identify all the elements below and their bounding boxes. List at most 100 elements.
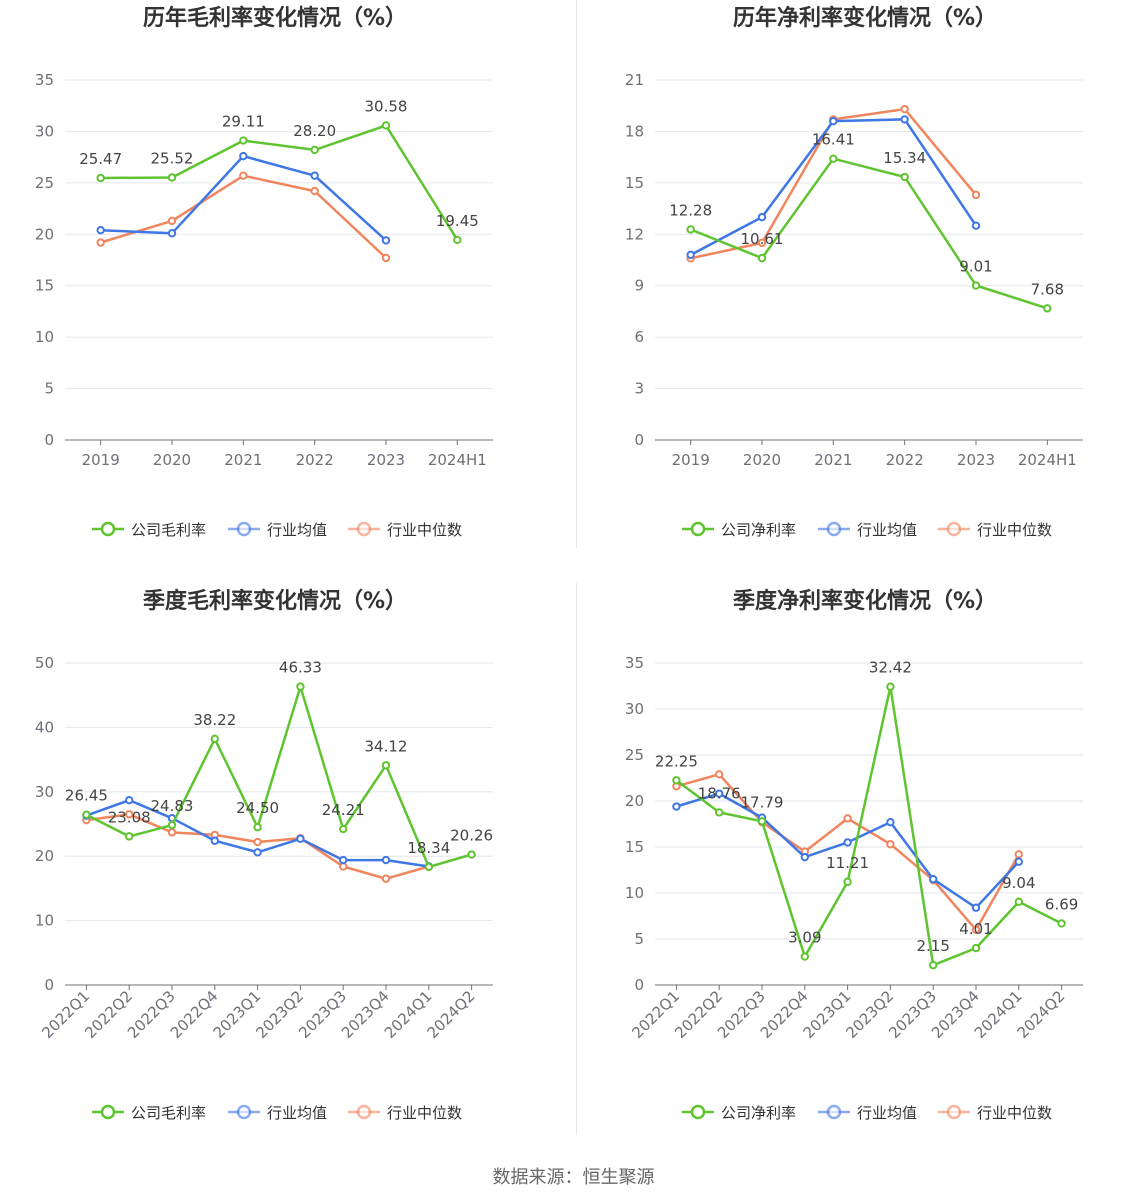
data-label: 24.83 bbox=[151, 797, 194, 815]
data-point-company bbox=[310, 145, 319, 155]
legend-label: 公司毛利率 bbox=[131, 1104, 206, 1122]
data-label: 26.45 bbox=[65, 787, 108, 805]
y-tick-label: 35 bbox=[625, 654, 644, 672]
quarterly-net-margin-chart: 季度净利率变化情况（%） 0 5 10 15 20 25 30 35 2022Q1 2022Q2 20… bbox=[590, 583, 1147, 1143]
y-tick-label: 10 bbox=[625, 884, 644, 902]
data-point-company bbox=[800, 952, 810, 961]
data-point-company bbox=[210, 734, 220, 744]
data-label: 19.45 bbox=[436, 212, 479, 230]
data-point-avg bbox=[971, 221, 981, 230]
y-tick-label: 25 bbox=[35, 174, 54, 192]
data-point-avg bbox=[929, 875, 938, 884]
x-tick-label: 2024Q2 bbox=[1014, 987, 1069, 1042]
data-point-avg bbox=[239, 151, 248, 161]
data-point-avg bbox=[167, 229, 177, 238]
data-label: 11.21 bbox=[826, 854, 869, 872]
legend-label: 行业均值 bbox=[267, 521, 327, 539]
divider-top bbox=[576, 0, 577, 548]
y-tick-label: 50 bbox=[35, 654, 54, 672]
source-note: 数据来源：恒生聚源 bbox=[492, 1167, 655, 1188]
series-line-company bbox=[690, 157, 1048, 310]
x-tick-label: 2021 bbox=[224, 451, 262, 469]
data-point-company bbox=[1057, 919, 1066, 928]
data-point-avg bbox=[339, 855, 348, 865]
chart-title: 季度毛利率变化情况（%） bbox=[143, 588, 407, 614]
legend-item-median[interactable]: 行业中位数 bbox=[348, 521, 462, 539]
data-point-company bbox=[239, 136, 248, 145]
legend-marker bbox=[946, 521, 962, 537]
data-label: 25.52 bbox=[151, 150, 194, 168]
x-tick-label: 2022 bbox=[886, 451, 924, 469]
x-tick-label: 2019 bbox=[672, 451, 710, 469]
data-point-median bbox=[1014, 850, 1023, 859]
data-point-avg bbox=[253, 848, 262, 857]
legend-item-median[interactable]: 行业中位数 bbox=[938, 1104, 1052, 1122]
chart-svg: 季度净利率变化情况（%）051015202530352022Q12022Q220… bbox=[625, 588, 1083, 1122]
data-point-company bbox=[971, 281, 981, 290]
legend-item-company[interactable]: 公司净利率 bbox=[682, 521, 796, 539]
legend-item-avg[interactable]: 行业均值 bbox=[228, 1104, 327, 1122]
legend-item-median[interactable]: 行业中位数 bbox=[938, 521, 1052, 539]
data-point-company bbox=[971, 943, 981, 953]
legend-item-company[interactable]: 公司毛利率 bbox=[92, 521, 206, 539]
y-tick-label: 9 bbox=[634, 277, 644, 295]
data-point-median bbox=[125, 810, 134, 819]
legend-item-company[interactable]: 公司毛利率 bbox=[92, 1104, 206, 1122]
data-label: 3.09 bbox=[788, 929, 821, 947]
legend-label: 行业中位数 bbox=[387, 1104, 462, 1122]
data-point-avg bbox=[686, 250, 695, 260]
data-point-company bbox=[686, 225, 695, 234]
y-tick-label: 25 bbox=[625, 746, 644, 764]
x-tick-label: 2020 bbox=[743, 451, 781, 469]
data-point-median bbox=[96, 238, 105, 247]
data-label: 29.11 bbox=[222, 113, 265, 131]
data-point-avg bbox=[381, 855, 391, 865]
series-line-median bbox=[100, 174, 387, 259]
y-tick-label: 30 bbox=[625, 700, 644, 718]
x-tick-label: 2024H1 bbox=[1018, 451, 1077, 469]
legend-marker bbox=[946, 1104, 962, 1120]
x-tick-label: 2019 bbox=[82, 451, 120, 469]
data-point-median bbox=[757, 238, 767, 248]
data-point-avg bbox=[715, 789, 724, 798]
quarterly-gross-margin-chart: 季度毛利率变化情况（%） 0 10 20 30 40 50 2022Q1 2022Q2 2022Q… bbox=[0, 583, 560, 1143]
data-label: 10.61 bbox=[741, 230, 784, 248]
data-point-median bbox=[715, 770, 724, 779]
annual-gross-margin-chart: 历年毛利率变化情况（%） 0 5 10 15 20 25 30 35 2019 2020 2021 20… bbox=[0, 0, 560, 560]
data-point-median bbox=[381, 253, 391, 263]
data-point-avg bbox=[1014, 857, 1023, 866]
data-point-company bbox=[672, 776, 681, 785]
data-label: 4.01 bbox=[959, 920, 992, 938]
legend-item-avg[interactable]: 行业均值 bbox=[228, 521, 327, 539]
data-point-avg bbox=[800, 852, 810, 862]
x-tick-label: 2022 bbox=[296, 451, 334, 469]
legend-label: 行业中位数 bbox=[387, 521, 462, 539]
legend-item-median[interactable]: 行业中位数 bbox=[348, 1104, 462, 1122]
data-point-median bbox=[900, 104, 909, 114]
data-point-company bbox=[1014, 897, 1023, 907]
y-tick-label: 15 bbox=[35, 277, 54, 295]
data-point-company bbox=[296, 682, 305, 691]
data-point-avg bbox=[886, 817, 895, 827]
legend-item-avg[interactable]: 行业均值 bbox=[818, 521, 917, 539]
data-label: 18.76 bbox=[698, 784, 741, 802]
legend-item-company[interactable]: 公司净利率 bbox=[682, 1104, 796, 1122]
legend-item-avg[interactable]: 行业均值 bbox=[818, 1104, 917, 1122]
data-point-median bbox=[971, 925, 981, 934]
data-point-company bbox=[96, 173, 105, 183]
y-tick-label: 0 bbox=[634, 431, 644, 449]
data-point-avg bbox=[843, 838, 852, 847]
x-tick-label: 2024H1 bbox=[428, 451, 487, 469]
data-label: 16.41 bbox=[812, 131, 855, 149]
data-point-avg bbox=[296, 834, 305, 844]
data-label: 46.33 bbox=[279, 659, 322, 677]
y-tick-label: 12 bbox=[625, 225, 644, 243]
x-tick-label: 2023 bbox=[367, 451, 405, 469]
data-label: 23.08 bbox=[108, 808, 151, 826]
legend-marker bbox=[356, 1104, 372, 1120]
series-line-avg bbox=[100, 154, 387, 242]
data-label: 15.34 bbox=[883, 149, 926, 167]
data-label: 7.68 bbox=[1031, 280, 1064, 298]
data-point-avg bbox=[210, 836, 220, 845]
legend-label: 行业中位数 bbox=[977, 521, 1052, 539]
